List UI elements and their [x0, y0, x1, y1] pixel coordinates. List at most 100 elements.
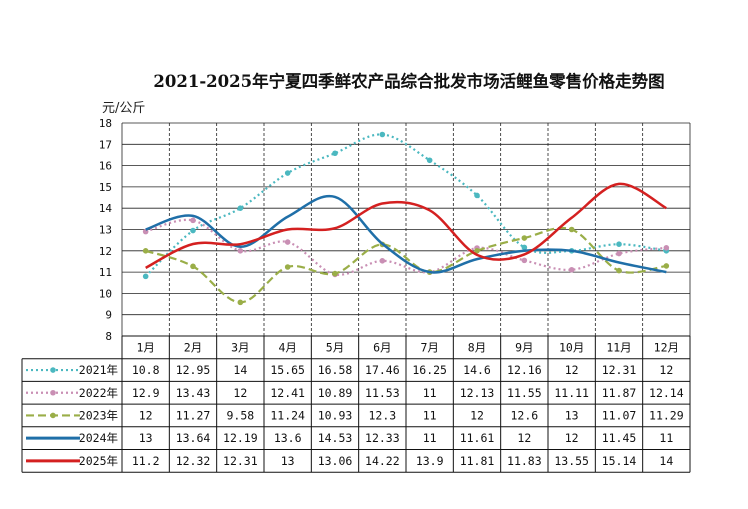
table-value: 14 — [659, 454, 673, 468]
data-point — [190, 217, 196, 224]
data-point — [379, 131, 386, 138]
data-point — [142, 273, 149, 280]
y-tick-label: 8 — [105, 330, 112, 343]
table-value: 12.33 — [365, 431, 400, 445]
table-value: 13.43 — [176, 386, 211, 400]
data-point — [663, 263, 670, 269]
table-value: 15.65 — [270, 363, 305, 377]
table-value: 14.22 — [365, 454, 400, 468]
data-point — [190, 263, 196, 270]
table-value: 12 — [565, 431, 579, 445]
x-tick-label: 10月 — [559, 340, 584, 354]
table-value: 12 — [659, 363, 673, 377]
table-value: 10.8 — [132, 363, 160, 377]
table-value: 13.06 — [318, 454, 353, 468]
data-point — [616, 250, 622, 257]
table-value: 12.6 — [510, 408, 538, 422]
data-point — [379, 258, 386, 264]
table-value: 11.53 — [365, 386, 400, 400]
table-value: 12.31 — [602, 363, 637, 377]
legend-marker — [50, 389, 56, 396]
x-tick-label: 3月 — [231, 340, 249, 354]
y-axis-label: 元/公斤 — [102, 101, 146, 116]
table-value: 13.6 — [274, 431, 302, 445]
table-value: 11 — [423, 431, 437, 445]
table-value: 11.87 — [602, 386, 637, 400]
y-tick-label: 17 — [99, 138, 112, 151]
table-value: 11.45 — [602, 431, 637, 445]
data-point — [284, 239, 291, 245]
x-tick-label: 8月 — [468, 340, 486, 354]
table-value: 15.14 — [602, 454, 637, 468]
y-tick-label: 16 — [99, 160, 112, 173]
table-value: 11.61 — [460, 431, 495, 445]
y-tick-label: 15 — [99, 181, 112, 194]
legend-marker — [50, 412, 56, 419]
table-value: 12.31 — [223, 454, 258, 468]
table-value: 12.16 — [507, 363, 542, 377]
data-point — [474, 192, 480, 199]
data-point — [521, 257, 528, 264]
data-point — [237, 248, 244, 254]
legend-label: 2021年 — [79, 363, 118, 377]
series-line-2024年 — [145, 194, 667, 274]
table-value: 11 — [659, 431, 673, 445]
table-value: 14 — [233, 363, 247, 377]
y-tick-label: 10 — [99, 287, 112, 300]
x-tick-label: 12月 — [654, 340, 679, 354]
x-tick-label: 5月 — [326, 340, 344, 354]
data-point — [332, 270, 338, 277]
series-line-2022年 — [145, 218, 667, 276]
x-tick-label: 2月 — [184, 340, 202, 354]
x-tick-label: 1月 — [136, 340, 154, 354]
legend-marker — [50, 367, 56, 373]
legend-label: 2025年 — [79, 454, 118, 468]
series-line-2023年 — [145, 226, 667, 304]
chart-title: 2021-2025年宁夏四季鲜农产品综合批发市场活鲤鱼零售价格走势图 — [153, 72, 665, 91]
table-value: 9.58 — [226, 408, 254, 422]
table-value: 17.46 — [365, 363, 400, 377]
table-value: 11.24 — [270, 408, 305, 422]
table-value: 13.64 — [176, 431, 211, 445]
series-line-2021年 — [144, 133, 667, 278]
table-value: 11 — [423, 408, 437, 422]
y-tick-label: 11 — [99, 266, 112, 279]
y-tick-label: 14 — [99, 202, 113, 215]
data-point — [474, 248, 480, 254]
table-value: 12.9 — [132, 386, 160, 400]
data-point — [284, 264, 291, 270]
data-point — [237, 205, 244, 211]
data-point — [332, 150, 338, 157]
table-value: 10.93 — [318, 408, 353, 422]
table-value: 13 — [139, 431, 153, 445]
table-value: 10.89 — [318, 386, 353, 400]
x-tick-label: 6月 — [373, 340, 391, 354]
table-value: 13 — [281, 454, 295, 468]
legend-label: 2023年 — [79, 408, 118, 422]
series-line-2025年 — [145, 182, 667, 269]
table-value: 11 — [423, 386, 437, 400]
table-value: 12 — [565, 363, 579, 377]
table-value: 13.9 — [416, 454, 444, 468]
table-value: 11.11 — [554, 386, 589, 400]
table-value: 12.3 — [368, 408, 396, 422]
table-value: 11.83 — [507, 454, 542, 468]
table-value: 12 — [139, 408, 153, 422]
data-point — [568, 266, 575, 273]
data-point — [521, 235, 528, 241]
data-point — [616, 267, 622, 274]
data-point — [237, 299, 244, 306]
table-value: 11.81 — [460, 454, 495, 468]
table-value: 12.19 — [223, 431, 258, 445]
table-value: 12.14 — [649, 386, 684, 400]
table-value: 11.2 — [132, 454, 160, 468]
table-value: 13 — [565, 408, 579, 422]
legend-label: 2022年 — [79, 386, 118, 400]
x-tick-label: 11月 — [606, 340, 631, 354]
legend-label: 2024年 — [79, 431, 118, 445]
table-value: 12 — [517, 431, 531, 445]
table-value: 12.13 — [460, 386, 495, 400]
table-value: 16.58 — [318, 363, 353, 377]
data-point — [663, 245, 670, 251]
